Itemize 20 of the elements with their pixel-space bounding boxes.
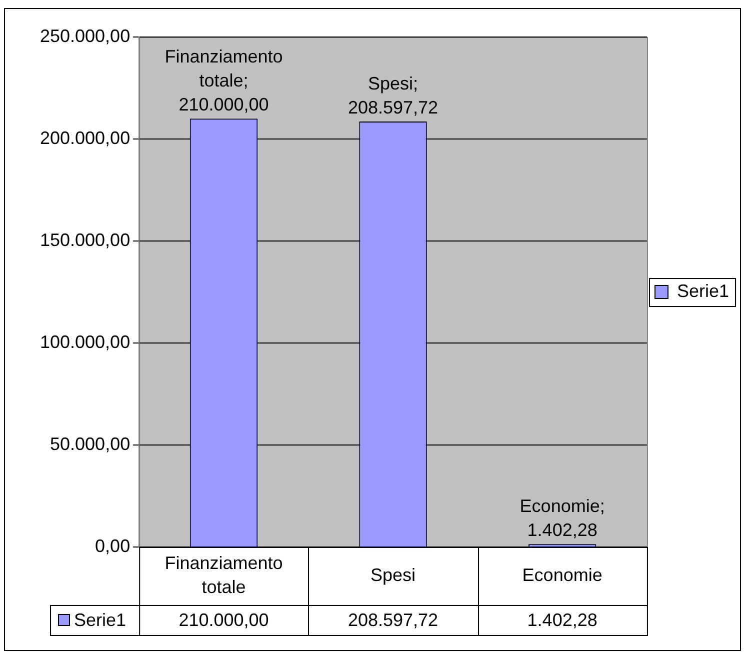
y-tick-label: 0,00 (95, 536, 130, 556)
text: Serie1 (74, 610, 126, 630)
y-tick-label: 200.000,00 (40, 128, 130, 148)
x-tick-label: Finanziamento totale (164, 552, 283, 597)
text: 210.000,00 (178, 610, 269, 630)
legend-label: Serie1 (676, 280, 729, 301)
annotation: Economie; (520, 496, 605, 516)
x-tick-label: Economie (522, 564, 602, 585)
annotation: Finanziamento totale; (164, 46, 283, 91)
y-tick-label: 250.000,00 (40, 26, 130, 46)
text: 1.402,28 (527, 520, 598, 540)
y-tick-label: 150.000,00 (40, 230, 130, 250)
text: 210.000,00 (178, 94, 269, 115)
x-tick-label: Spesi (370, 564, 416, 585)
annotation: Spesi; (368, 73, 418, 94)
text: 1.402,28 (527, 610, 598, 630)
text: 208.597,72 (348, 97, 438, 118)
y-tick-label: 100.000,00 (40, 332, 130, 352)
text: 208.597,72 (348, 610, 438, 630)
y-tick-label: 50.000,00 (50, 434, 130, 454)
